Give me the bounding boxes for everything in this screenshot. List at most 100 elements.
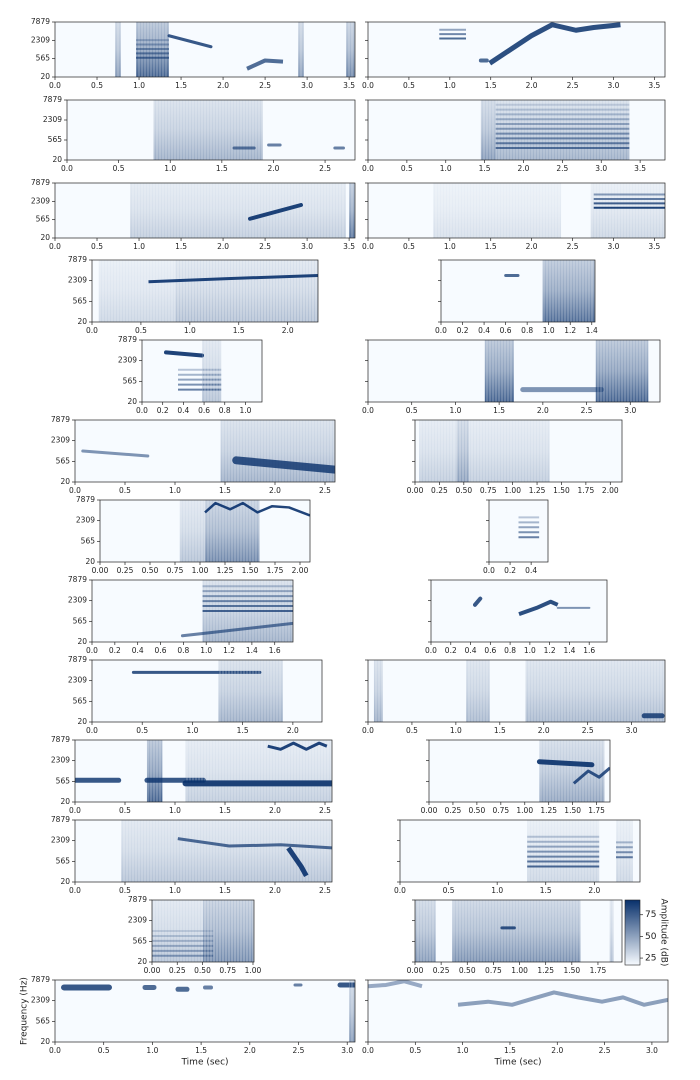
plot-background bbox=[92, 660, 322, 722]
tone-contour bbox=[267, 741, 328, 751]
x-tick-label: 1.0 bbox=[444, 81, 456, 90]
x-tick-label: 2.5 bbox=[259, 81, 271, 90]
y-tick-label: 20 bbox=[127, 397, 137, 406]
y-tick-label: 565 bbox=[56, 456, 71, 465]
plot-background bbox=[431, 580, 607, 642]
x-tick-label: 0.25 bbox=[445, 806, 462, 815]
x-tick-label: 1.25 bbox=[529, 486, 546, 495]
plot-frame bbox=[414, 899, 623, 963]
spectrogram-panel: 0.00 0.25 0.50 0.75 1.00 1.25 1.50 1.75 25 50 75 Am… bbox=[407, 899, 669, 975]
x-tick-label: 2.5 bbox=[556, 164, 568, 173]
tone-contour bbox=[488, 22, 621, 66]
x-tick-label: 2.0 bbox=[518, 164, 530, 173]
spectrogram-image bbox=[152, 900, 254, 962]
spectrogram-panel: 0.0 0.5 1.0 1.5 2.0 7879 2309 565 20 bbox=[68, 255, 319, 335]
y-tick-label: 7879 bbox=[31, 178, 50, 187]
y-tick-label: 2309 bbox=[31, 996, 50, 1005]
x-tick-label: 2.5 bbox=[319, 164, 331, 173]
noise-texture bbox=[495, 100, 630, 160]
x-tick-label: 2.5 bbox=[599, 1046, 611, 1055]
spectrogram-image bbox=[433, 183, 665, 238]
spectrogram-panel: 0.0 0.5 1.0 1.5 2.0 2.5 7879 2309 565 20 bbox=[43, 95, 356, 173]
x-tick-label: 0.50 bbox=[469, 806, 486, 815]
noise-texture bbox=[130, 183, 346, 238]
y-tick-label: 7879 bbox=[68, 575, 87, 584]
x-tick-label: 3.5 bbox=[648, 81, 660, 90]
x-tick-label: 1.50 bbox=[553, 486, 570, 495]
x-tick-label: 2.5 bbox=[319, 886, 331, 895]
x-tick-label: 0.4 bbox=[478, 326, 490, 335]
spectrogram-image bbox=[536, 740, 610, 802]
y-tick-label: 20 bbox=[77, 317, 87, 326]
y-tick-label: 20 bbox=[77, 717, 87, 726]
noise-texture bbox=[298, 22, 304, 77]
noise-texture bbox=[153, 100, 263, 160]
x-tick-label: 0.0 bbox=[86, 646, 98, 655]
tone-contour bbox=[246, 58, 284, 71]
y-tick-label: 2309 bbox=[43, 115, 62, 124]
plot-frame bbox=[428, 739, 611, 803]
plot-frame bbox=[367, 659, 666, 723]
x-tick-label: 1.00 bbox=[504, 486, 521, 495]
y-tick-label: 7879 bbox=[68, 255, 87, 264]
plot-frame bbox=[74, 419, 336, 483]
y-tick-label: 2309 bbox=[68, 276, 87, 285]
y-tick-label: 20 bbox=[40, 1037, 50, 1046]
y-tick-label: 20 bbox=[60, 797, 70, 806]
x-tick-label: 3.0 bbox=[607, 242, 619, 251]
y-tick-label: 2309 bbox=[31, 35, 50, 44]
x-tick-label: 1.5 bbox=[479, 164, 491, 173]
x-tick-label: 0.0 bbox=[425, 646, 437, 655]
x-tick-label: 1.5 bbox=[485, 81, 497, 90]
x-tick-label: 0.50 bbox=[459, 966, 476, 975]
noise-texture bbox=[456, 420, 469, 482]
plot-background bbox=[368, 980, 668, 1042]
x-tick-label: 0.00 bbox=[421, 806, 438, 815]
y-tick-label: 565 bbox=[73, 296, 88, 305]
x-tick-label: 3.0 bbox=[607, 81, 619, 90]
x-tick-label: 0.5 bbox=[98, 1046, 110, 1055]
x-tick-label: 1.0 bbox=[457, 1046, 469, 1055]
noise-texture bbox=[590, 183, 665, 238]
spectrogram-image bbox=[415, 900, 614, 962]
x-tick-label: 0.5 bbox=[409, 1046, 421, 1055]
x-tick-label: 1.5 bbox=[219, 806, 231, 815]
x-tick-label: 3.5 bbox=[343, 242, 355, 251]
x-tick-label: 0.0 bbox=[49, 242, 61, 251]
noise-texture bbox=[115, 22, 121, 77]
x-tick-label: 0.0 bbox=[49, 1046, 61, 1055]
y-tick-label: 2309 bbox=[31, 196, 50, 205]
x-tick-label: 0.75 bbox=[219, 966, 236, 975]
x-tick-label: 0.0 bbox=[49, 81, 61, 90]
spectrogram-panel: 0.0 0.5 1.0 1.5 2.0 2.5 3.0 3.5 bbox=[362, 99, 666, 173]
spectrogram-panel: 0.00 0.25 0.50 0.75 1.00 1.25 1.50 1.75 bbox=[421, 739, 611, 815]
x-tick-label: 2.0 bbox=[588, 886, 600, 895]
y-tick-label: 2309 bbox=[68, 596, 87, 605]
x-tick-label: 1.0 bbox=[169, 806, 181, 815]
x-tick-label: 3.0 bbox=[646, 1046, 658, 1055]
x-tick-label: 1.4 bbox=[586, 326, 598, 335]
y-tick-label: 565 bbox=[73, 696, 88, 705]
noise-texture bbox=[146, 740, 163, 802]
spectrogram-panel: 0.0 0.5 1.0 1.5 2.0 bbox=[394, 819, 641, 895]
noise-texture bbox=[616, 820, 633, 882]
x-tick-label: 0.2 bbox=[157, 406, 169, 415]
spectrogram-image bbox=[180, 580, 293, 642]
x-tick-label: 1.50 bbox=[563, 966, 580, 975]
x-tick-label: 2.0 bbox=[282, 326, 294, 335]
x-tick-label: 1.0 bbox=[186, 726, 198, 735]
plot-frame bbox=[99, 499, 311, 563]
x-tick-label: 1.5 bbox=[504, 1046, 516, 1055]
x-tick-label: 0.5 bbox=[91, 242, 103, 251]
spectrogram-panel: 0.0 0.5 1.0 1.5 2.0 2.5 7879 2309 565 20 bbox=[51, 815, 333, 895]
spectrogram-panel: 0.0 0.2 0.4 0.6 0.8 1.0 1.2 1.4 1.6 bbox=[425, 579, 608, 655]
tone-contour bbox=[457, 990, 668, 1007]
x-tick-label: 0.0 bbox=[69, 486, 81, 495]
noise-texture bbox=[415, 900, 436, 962]
y-tick-label: 7879 bbox=[43, 95, 62, 104]
x-tick-label: 2.0 bbox=[267, 164, 279, 173]
x-tick-label: 2.5 bbox=[319, 486, 331, 495]
spectrogram-panel: 0.0 0.5 1.0 1.5 2.0 2.5 3.0 bbox=[362, 659, 666, 735]
x-tick-label: 0.0 bbox=[362, 726, 374, 735]
